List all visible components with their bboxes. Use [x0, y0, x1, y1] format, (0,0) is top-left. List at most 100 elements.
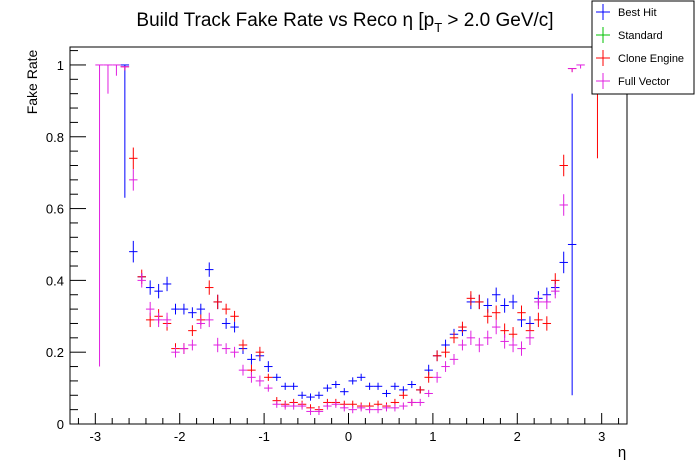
data-point	[340, 404, 349, 412]
data-point	[340, 388, 349, 396]
data-point	[323, 402, 332, 410]
data-point	[416, 398, 425, 407]
legend-label: Clone Engine	[618, 53, 684, 65]
data-point	[323, 384, 332, 392]
data-point	[154, 283, 163, 299]
data-point	[238, 364, 248, 376]
data-point	[475, 337, 484, 353]
data-point	[179, 303, 189, 315]
series-full-vector	[95, 64, 585, 416]
data-point	[449, 353, 459, 365]
data-point	[331, 400, 341, 408]
data-point	[129, 240, 138, 263]
data-point	[188, 339, 197, 351]
data-point	[356, 373, 366, 381]
chart-title-subscript: T	[434, 20, 442, 35]
data-point	[576, 64, 585, 69]
data-point	[196, 318, 206, 329]
data-point	[230, 321, 239, 333]
data-point	[500, 334, 509, 349]
data-point	[137, 273, 146, 288]
data-point	[483, 309, 492, 324]
data-point	[491, 287, 501, 302]
data-point	[382, 404, 391, 412]
data-point	[280, 382, 290, 390]
data-point	[255, 375, 265, 387]
data-point	[517, 341, 526, 356]
x-tick-label: -1	[258, 429, 270, 444]
data-point	[458, 339, 467, 351]
data-point	[314, 407, 324, 416]
data-point	[272, 400, 281, 408]
data-series	[95, 64, 602, 416]
y-tick-label: 1	[57, 58, 64, 73]
legend-entry: Best Hit	[596, 4, 657, 20]
data-point	[255, 346, 265, 358]
data-point	[365, 406, 374, 414]
legend-label: Best Hit	[618, 7, 657, 19]
y-tick-label: 0.2	[46, 345, 64, 360]
x-tick-label: 3	[598, 429, 605, 444]
chart-title: Build Track Fake Rate vs Reco η [pT > 2.…	[136, 10, 553, 35]
data-point	[416, 386, 425, 394]
data-point	[390, 382, 400, 390]
data-point	[171, 303, 180, 315]
legend-entry: Standard	[596, 27, 663, 43]
data-point	[171, 346, 180, 358]
legend-label: Standard	[618, 30, 663, 42]
data-point	[407, 380, 417, 389]
data-point	[154, 312, 163, 328]
data-point	[458, 321, 467, 333]
data-point	[449, 332, 459, 344]
legend: Best Hit Standard Clone Engine Full Vector	[591, 0, 695, 95]
data-point	[365, 382, 374, 390]
data-point	[145, 301, 155, 317]
data-point	[551, 283, 560, 299]
data-point	[407, 398, 417, 407]
data-point	[390, 404, 400, 412]
data-point	[373, 382, 383, 390]
data-point	[348, 377, 357, 385]
data-point	[483, 330, 492, 346]
data-point	[356, 404, 366, 412]
legend-entries: Best Hit Standard Clone Engine Full Vector	[596, 4, 684, 89]
data-point	[247, 353, 256, 365]
x-tick-label: 1	[429, 429, 436, 444]
legend-label: Full Vector	[618, 76, 670, 88]
data-point	[95, 64, 104, 367]
data-point	[466, 291, 476, 306]
data-point	[508, 337, 518, 353]
data-point	[120, 64, 130, 198]
chart-title-main: Build Track Fake Rate vs Reco η [p	[136, 10, 434, 31]
data-point	[289, 402, 298, 410]
data-point	[129, 147, 138, 170]
data-point	[247, 371, 256, 383]
data-point	[280, 402, 290, 410]
data-point	[289, 382, 298, 390]
x-tick-label: -3	[90, 429, 102, 444]
data-point	[188, 325, 197, 337]
data-point	[129, 169, 138, 191]
data-point	[491, 305, 501, 320]
x-axis-label: η	[618, 444, 626, 461]
data-point	[559, 154, 568, 177]
data-point	[525, 330, 535, 346]
data-point	[179, 343, 189, 354]
data-point	[213, 294, 222, 310]
x-tick-label: 2	[514, 429, 521, 444]
data-point	[221, 318, 231, 329]
y-tick-label: 0.4	[46, 273, 64, 288]
data-point	[424, 389, 433, 398]
data-point	[112, 64, 121, 76]
data-point	[534, 294, 543, 310]
data-point	[230, 310, 239, 322]
data-point	[213, 337, 222, 353]
y-tick-label: 0.8	[46, 130, 64, 145]
legend-box	[591, 0, 695, 95]
data-point	[306, 393, 315, 401]
data-point	[272, 373, 281, 381]
data-point	[432, 350, 442, 362]
data-point	[382, 389, 391, 398]
